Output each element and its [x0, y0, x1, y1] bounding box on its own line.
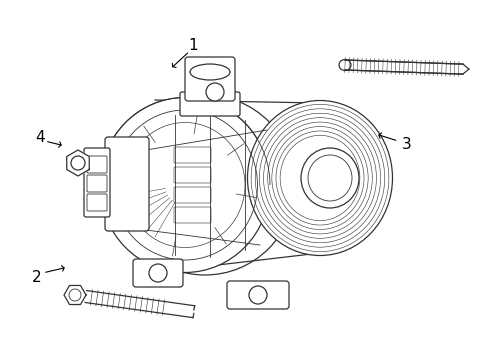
FancyBboxPatch shape: [84, 148, 110, 217]
FancyBboxPatch shape: [226, 281, 288, 309]
Text: 1: 1: [188, 37, 198, 53]
FancyBboxPatch shape: [105, 137, 149, 231]
Ellipse shape: [190, 64, 229, 80]
Ellipse shape: [247, 100, 392, 256]
Polygon shape: [345, 60, 462, 74]
FancyBboxPatch shape: [87, 194, 107, 211]
FancyBboxPatch shape: [87, 175, 107, 192]
FancyBboxPatch shape: [174, 187, 210, 203]
Polygon shape: [64, 285, 86, 305]
Ellipse shape: [338, 59, 350, 71]
Text: 4: 4: [35, 130, 45, 145]
FancyBboxPatch shape: [133, 259, 183, 287]
FancyBboxPatch shape: [180, 92, 240, 116]
Ellipse shape: [115, 95, 294, 275]
Polygon shape: [66, 150, 89, 176]
FancyBboxPatch shape: [174, 147, 210, 163]
Circle shape: [71, 156, 85, 170]
FancyBboxPatch shape: [174, 207, 210, 223]
Ellipse shape: [307, 155, 351, 201]
FancyBboxPatch shape: [87, 156, 107, 173]
FancyBboxPatch shape: [184, 57, 235, 101]
FancyBboxPatch shape: [174, 167, 210, 183]
Text: 2: 2: [32, 270, 41, 285]
Text: 3: 3: [401, 137, 411, 152]
Circle shape: [149, 264, 167, 282]
Circle shape: [205, 83, 224, 101]
Ellipse shape: [301, 148, 358, 208]
Ellipse shape: [100, 98, 269, 273]
Circle shape: [248, 286, 266, 304]
Circle shape: [69, 289, 81, 301]
